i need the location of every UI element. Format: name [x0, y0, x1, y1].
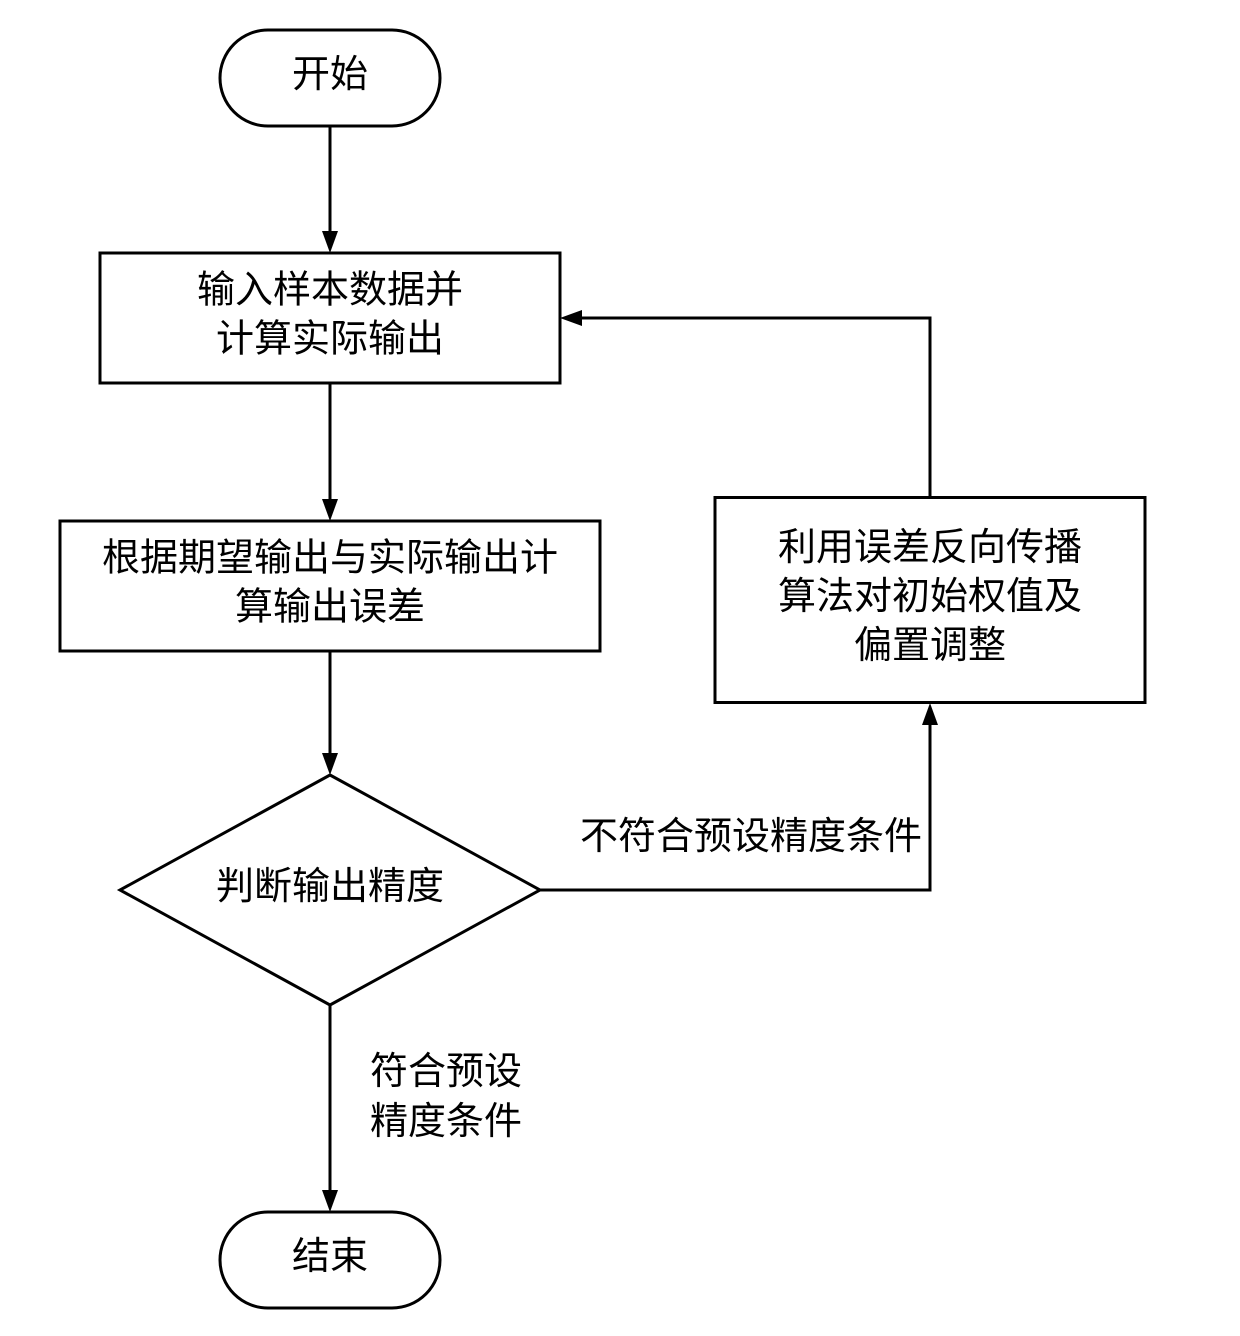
e_decision_adjust: [540, 723, 930, 890]
e_decision_adjust-label: 不符合预设精度条件: [580, 816, 922, 858]
svg-text:开始: 开始: [292, 54, 368, 96]
svg-text:结束: 结束: [292, 1236, 368, 1278]
e_adjust_step1: [580, 318, 930, 497]
svg-text:判断输出精度: 判断输出精度: [216, 866, 444, 908]
e_decision_end-label: 符合预设精度条件: [370, 1051, 522, 1143]
